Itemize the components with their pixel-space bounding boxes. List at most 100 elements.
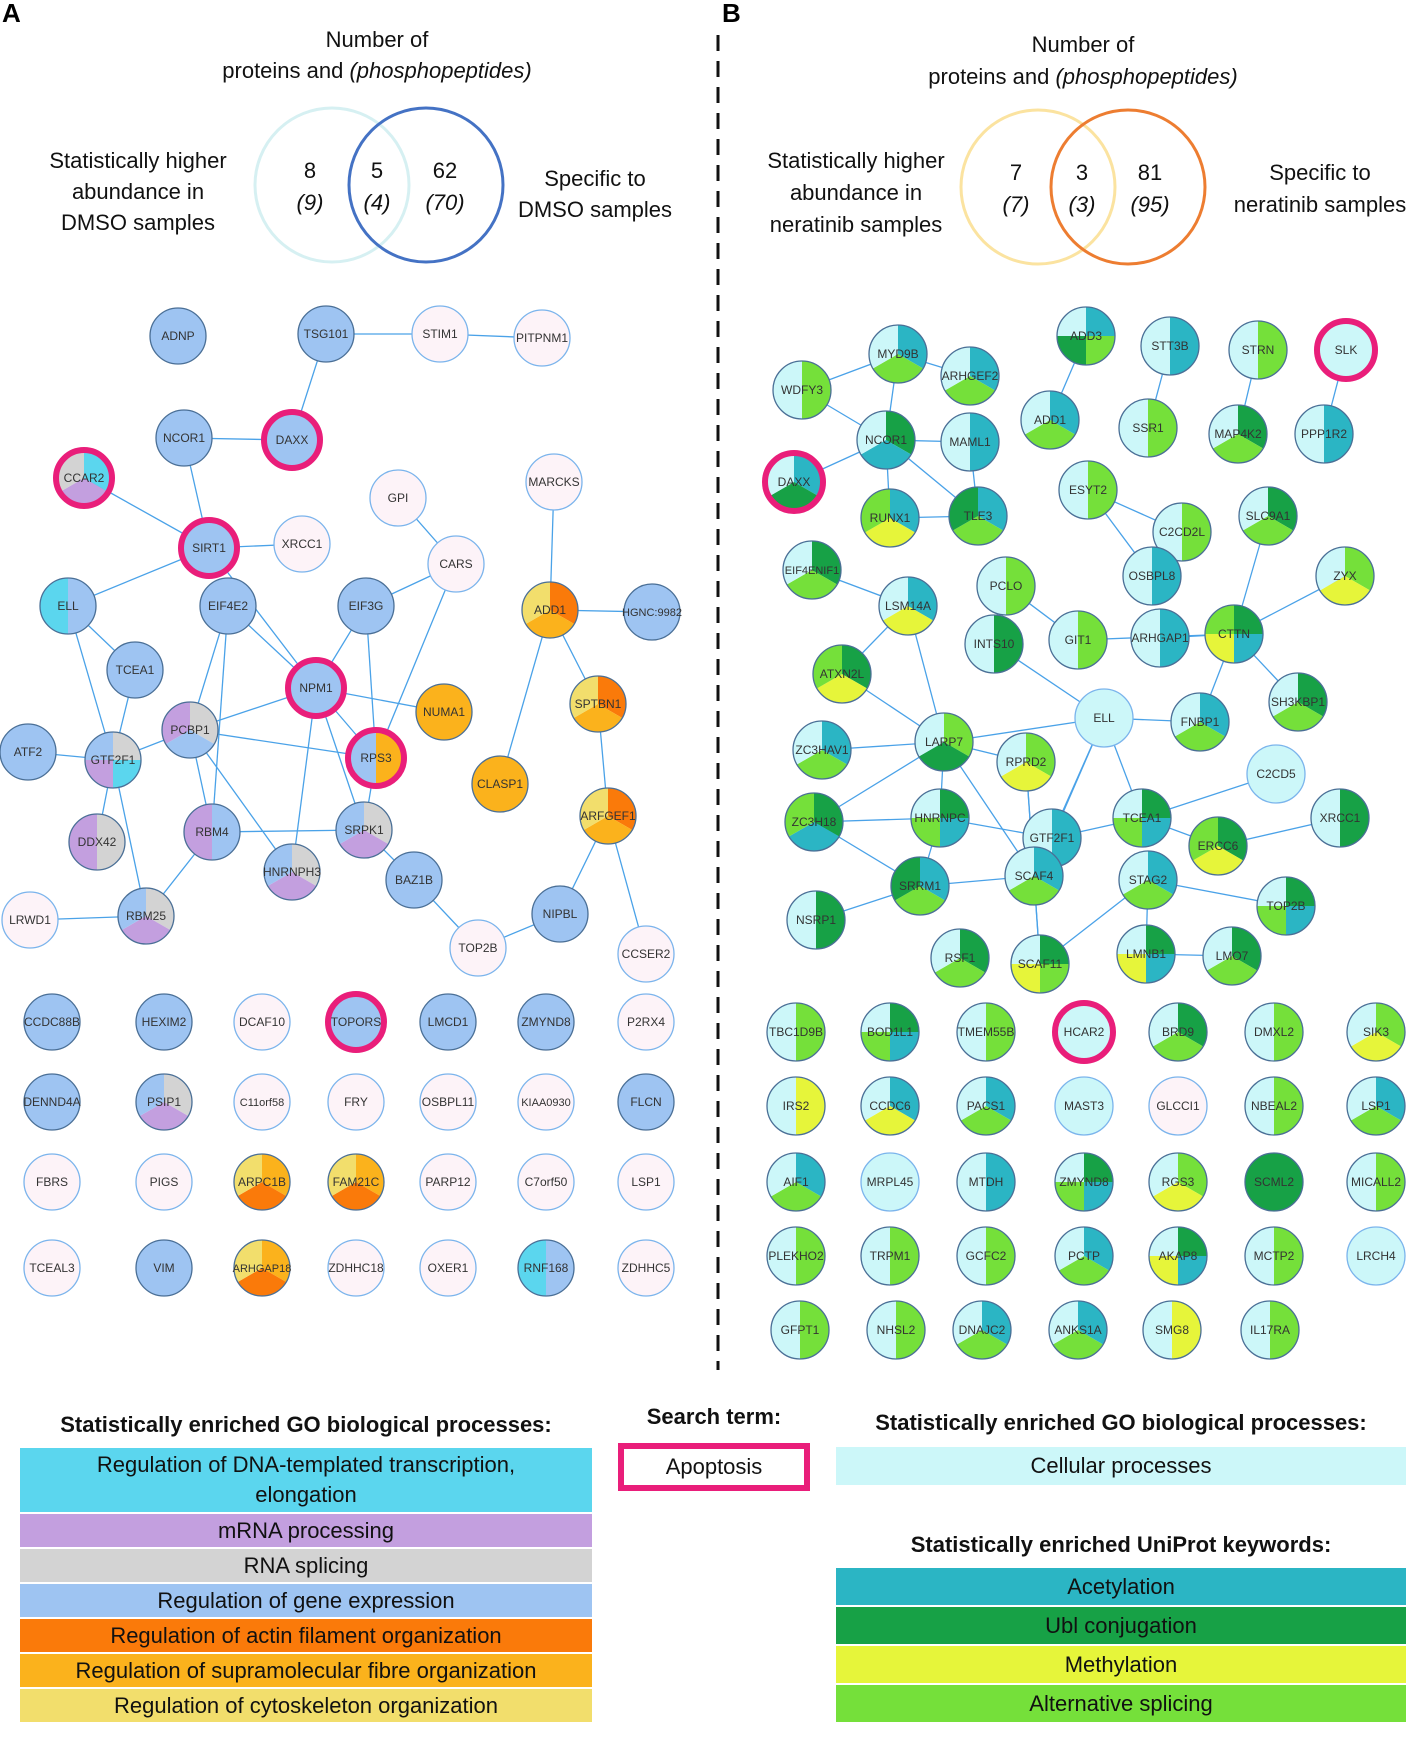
node-fill [328, 1240, 384, 1296]
node-outline [449, 919, 507, 977]
node-outline [1118, 398, 1178, 458]
node-outline [84, 731, 142, 789]
node-label: C2CD5 [1256, 767, 1296, 781]
node-slice-altsplice [1006, 557, 1035, 615]
node-outline [1256, 876, 1316, 936]
node-slice-cellular [1347, 1153, 1376, 1211]
node-label: STT3B [1151, 339, 1188, 353]
node-label: EIF4E2 [208, 599, 248, 613]
node-label: OXER1 [428, 1261, 469, 1275]
node-a-zmynd8: ZMYND8 [517, 993, 575, 1051]
node-slice-fibre [525, 610, 575, 638]
node-slice-cellular [977, 557, 1006, 615]
node-label: LMNB1 [1126, 947, 1166, 961]
node-b-gfpt1: GFPT1 [770, 1300, 830, 1360]
node-slice-ubl [1218, 817, 1247, 861]
node-outline [860, 1226, 920, 1286]
node-label: GCFC2 [966, 1249, 1007, 1263]
node-slice-cytoskeleton [522, 582, 550, 624]
node-outline [517, 1153, 575, 1211]
node-b-lsm14a: LSM14A [878, 576, 938, 636]
node-slice-cellular [965, 615, 994, 673]
node-label: DMXL2 [1254, 1025, 1294, 1039]
node-outline [369, 469, 427, 527]
node-b-nbeal2: NBEAL2 [1244, 1076, 1304, 1136]
node-outline [1010, 934, 1070, 994]
node-slice-cellular [1149, 1003, 1178, 1047]
node-slice-altsplice [785, 793, 814, 837]
node-fill [861, 1153, 919, 1211]
node-fill [618, 1240, 674, 1296]
node-b-mctp2: MCTP2 [1244, 1226, 1304, 1286]
node-label: VIM [153, 1261, 174, 1275]
node-b-zc3hav1: ZC3HAV1 [792, 720, 852, 780]
edge-cars-rps3 [375, 563, 457, 759]
node-a-hgnc-9982: HGNC:9982 [622, 583, 682, 641]
node-slice-methylation [796, 1077, 825, 1135]
node-label: TCEA1 [116, 663, 155, 677]
node-b-glcci1: GLCCI1 [1148, 1076, 1208, 1136]
node-label: LSP1 [1361, 1099, 1391, 1113]
node-b-scaf11: SCAF11 [1010, 934, 1070, 994]
node-slice-splicing [164, 1074, 193, 1116]
venn-b-left-label-2: abundance in [790, 180, 922, 205]
node-slice-altsplice [1345, 547, 1375, 591]
node-a-rbm4: RBM4 [183, 803, 241, 861]
node-label: FAM21C [333, 1175, 380, 1189]
node-b-lmo7: LMO7 [1202, 926, 1262, 986]
node-outline [976, 556, 1036, 616]
node-outline [996, 732, 1056, 792]
node-slice-acetylation [1146, 954, 1175, 983]
node-label: PCBP1 [170, 723, 210, 737]
node-a-npm1: NPM1 [285, 657, 347, 719]
node-slice-gene_expr [336, 802, 364, 844]
node-a-fam21c: FAM21C [327, 1153, 385, 1211]
node-slice-ubl [812, 541, 841, 585]
node-a-nipbl: NIPBL [531, 885, 589, 943]
venn-a-right-label-1: Specific to [544, 166, 646, 191]
node-slice-acetylation [970, 347, 999, 391]
node-outline [23, 1239, 81, 1297]
node-outline [106, 641, 164, 699]
node-label: NSRP1 [796, 913, 836, 927]
node-slice-mrna [69, 814, 97, 870]
node-outline [1140, 316, 1200, 376]
node-b-stt3b: STT3B [1140, 316, 1200, 376]
node-outline [419, 1153, 477, 1211]
node-slice-acetylation [1234, 634, 1263, 663]
node-label: EIF3G [349, 599, 384, 613]
venn-a-left-count: 8 [304, 158, 316, 183]
apoptosis-ring [53, 447, 115, 509]
node-slice-mrna [85, 760, 113, 788]
node-slice-altsplice [944, 713, 974, 757]
node-label: RUNX1 [870, 511, 911, 525]
venn-a-left-label-1: Statistically higher [49, 148, 226, 173]
node-slice-cellular [1245, 1227, 1274, 1285]
node-b-zyx: ZYX [1315, 546, 1375, 606]
node-a-gtf2f1: GTF2F1 [84, 731, 142, 789]
node-slice-ubl [940, 789, 969, 818]
node-outline [956, 1152, 1016, 1212]
node-outline [569, 675, 627, 733]
node-label: TLE3 [964, 509, 993, 523]
node-label: FBRS [36, 1175, 68, 1189]
node-label: SCAF11 [1018, 957, 1063, 971]
node-slice-cellular [868, 325, 898, 369]
node-b-nsrp1: NSRP1 [786, 890, 846, 950]
node-slice-altsplice [861, 1032, 890, 1061]
node-slice-cellular [767, 1227, 796, 1285]
node-label: CCDC88B [24, 1015, 80, 1029]
node-label: SIK3 [1363, 1025, 1389, 1039]
node-outline [617, 1153, 675, 1211]
node-label: ATXN2L [820, 667, 865, 681]
node-label: INTS10 [974, 637, 1015, 651]
node-a-srpk1: SRPK1 [335, 801, 393, 859]
node-slice-mrna [161, 702, 190, 744]
node-fill [370, 470, 426, 526]
node-slice-acetylation [1286, 906, 1315, 935]
legend-item-cellular: Cellular processes [836, 1447, 1406, 1487]
node-label: DCAF10 [239, 1015, 285, 1029]
node-outline [1204, 604, 1264, 664]
node-a-ccar2: CCAR2 [53, 447, 115, 509]
node-label: EIF4ENIF1 [785, 565, 839, 577]
